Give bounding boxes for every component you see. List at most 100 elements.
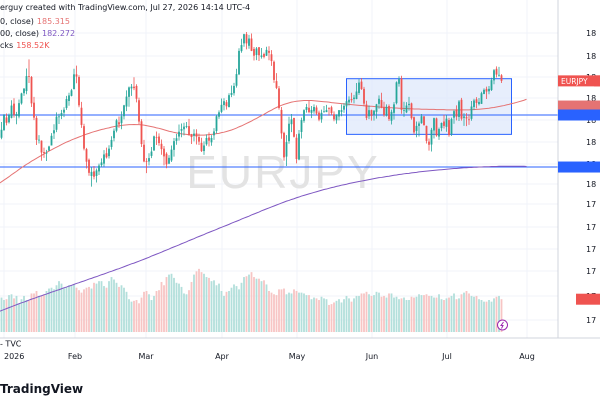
candle-body <box>495 68 498 75</box>
volume-bar <box>495 296 498 332</box>
volume-bar <box>95 283 98 332</box>
volume-bar <box>70 286 73 332</box>
candle <box>250 33 253 52</box>
candle-body <box>168 157 170 164</box>
candle <box>158 133 160 146</box>
volume-bar <box>78 290 80 332</box>
volume-bar <box>393 297 395 332</box>
candle <box>338 110 340 121</box>
ma-long-value: 182.272 <box>42 29 76 38</box>
time-tick-label: Jun <box>365 352 379 361</box>
volume-bar <box>188 290 190 332</box>
candle-body <box>483 89 485 94</box>
volume-bar <box>238 289 240 332</box>
volume-bar <box>98 281 100 332</box>
volume-bar <box>120 285 123 332</box>
candle <box>470 100 473 121</box>
volume-bar <box>60 283 63 332</box>
volume-bar <box>160 281 163 332</box>
candle <box>445 115 448 132</box>
volume-bar <box>73 284 75 332</box>
candle <box>380 92 383 109</box>
volume-bar <box>480 300 483 332</box>
candle-body <box>70 90 73 96</box>
candle <box>175 133 178 145</box>
volume-bar <box>470 295 473 332</box>
candle <box>25 68 28 95</box>
candle-body <box>458 101 460 117</box>
volume-legend[interactable]: cks 158.52K <box>0 41 49 50</box>
candle-body <box>390 111 393 121</box>
candle <box>45 149 48 161</box>
candle <box>485 86 488 100</box>
candle-body <box>170 149 173 161</box>
candle-body <box>150 151 153 156</box>
candle <box>425 125 428 144</box>
candle <box>265 46 268 56</box>
volume-bar <box>293 289 295 332</box>
candle <box>173 137 175 157</box>
volume-bar <box>498 295 500 332</box>
candle <box>305 103 308 113</box>
candle-body <box>480 93 483 104</box>
volume-bar <box>430 295 433 332</box>
ma-short-legend[interactable]: 0, close) 185.315 <box>0 17 70 26</box>
candle-body <box>433 118 435 131</box>
candle-body <box>403 109 405 111</box>
candle <box>125 90 128 112</box>
volume-bar <box>150 300 153 332</box>
ma-short-price-tag-bg <box>558 100 600 112</box>
volume-bar <box>245 276 248 332</box>
candle-body <box>418 123 420 126</box>
candle <box>318 110 320 122</box>
tradingview-brand[interactable]: TradingView <box>0 382 83 396</box>
candle <box>323 106 325 113</box>
volume-bar <box>108 281 110 332</box>
horizontal-levels[interactable] <box>0 114 558 168</box>
candle-body <box>288 123 290 142</box>
candle-body <box>113 130 115 139</box>
volume-bar <box>258 278 260 332</box>
volume-bar <box>440 299 443 332</box>
candle <box>365 100 368 121</box>
candle-body <box>373 110 375 115</box>
candle-body <box>380 100 383 108</box>
volume-bar <box>423 295 425 332</box>
volume-bar <box>328 304 330 332</box>
candle <box>245 31 248 50</box>
time-tick-label: Mar <box>138 352 154 361</box>
price-tick-label: 17 <box>586 245 596 254</box>
candle-body <box>153 136 155 151</box>
candle <box>428 138 430 151</box>
candle <box>393 102 395 120</box>
candle <box>335 114 338 124</box>
ma-long-legend[interactable]: 00, close) 182.272 <box>0 29 75 38</box>
candle-body <box>438 129 440 137</box>
volume-bar <box>225 291 228 332</box>
candle-body <box>260 55 263 57</box>
volume-bar <box>13 298 15 332</box>
candle-body <box>220 104 223 112</box>
candle <box>478 98 480 106</box>
candle <box>13 98 15 118</box>
candle <box>255 46 258 61</box>
candle-body <box>328 107 330 109</box>
volume-bar <box>388 293 390 332</box>
volume-bar <box>155 291 158 332</box>
volume-bar <box>348 298 350 332</box>
candle-body <box>443 121 445 126</box>
candle <box>3 114 5 131</box>
volume-bar <box>10 294 13 332</box>
candle <box>348 96 350 106</box>
volume-bar <box>235 286 238 332</box>
candle-body <box>238 50 240 75</box>
candle-body <box>450 119 453 135</box>
candle-body <box>430 129 433 145</box>
volume-label: cks <box>0 41 14 50</box>
candle <box>140 119 143 147</box>
candle-body <box>190 134 193 138</box>
candle <box>150 146 153 159</box>
candle <box>128 86 130 107</box>
candle-body <box>180 129 183 131</box>
